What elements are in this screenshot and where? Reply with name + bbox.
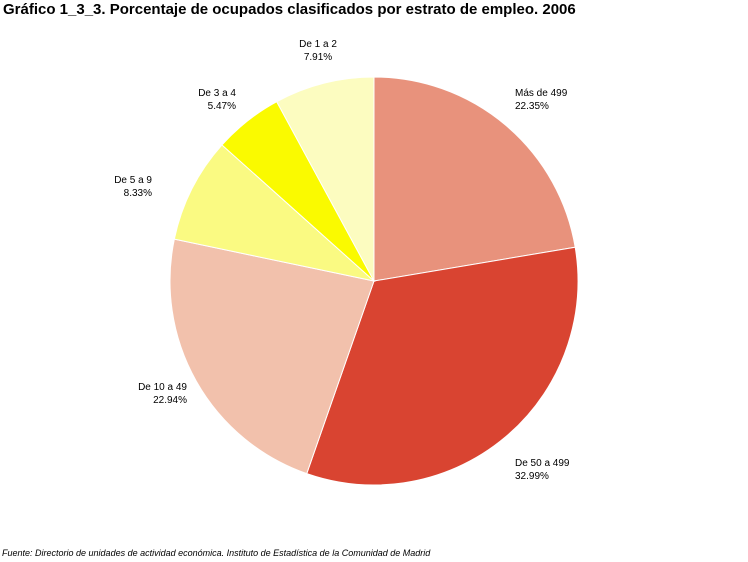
label-de-50-a-499-value: 32.99% (515, 471, 549, 482)
label-de-5-a-9: De 5 a 9 8.33% (114, 174, 152, 200)
label-de-3-a-4-category: De 3 a 4 (198, 88, 236, 99)
label-de-3-a-4-value: 5.47% (207, 101, 236, 112)
pie-slice-de-5-a-9 (173, 144, 376, 282)
chart-title: Gráfico 1_3_3. Porcentaje de ocupados cl… (3, 1, 576, 18)
label-de-1-a-2-value: 7.91% (303, 52, 333, 63)
pie-slice-mas-de-499 (373, 76, 576, 282)
pie-slice-de-1-a-2 (276, 76, 375, 282)
label-mas-de-499: Más de 499 22.35% (515, 87, 567, 113)
label-de-10-a-49-value: 22.94% (153, 395, 187, 406)
source-note: Fuente: Directorio de unidades de activi… (2, 548, 431, 558)
label-de-10-a-49: De 10 a 49 22.94% (138, 381, 187, 407)
label-de-5-a-9-value: 8.33% (123, 188, 152, 199)
pie-slice-de-50-a-499 (306, 246, 579, 486)
label-de-3-a-4: De 3 a 4 5.47% (198, 87, 236, 113)
label-de-5-a-9-category: De 5 a 9 (114, 175, 152, 186)
label-de-1-a-2: De 1 a 2 7.91% (289, 38, 347, 64)
label-de-10-a-49-category: De 10 a 49 (138, 382, 187, 393)
pie-slice-de-10-a-49 (169, 238, 375, 475)
label-de-50-a-499-category: De 50 a 499 (515, 458, 570, 469)
label-mas-de-499-value: 22.35% (515, 101, 549, 112)
label-de-50-a-499: De 50 a 499 32.99% (515, 457, 570, 483)
label-mas-de-499-category: Más de 499 (515, 88, 568, 99)
label-de-1-a-2-category: De 1 a 2 (299, 39, 337, 50)
